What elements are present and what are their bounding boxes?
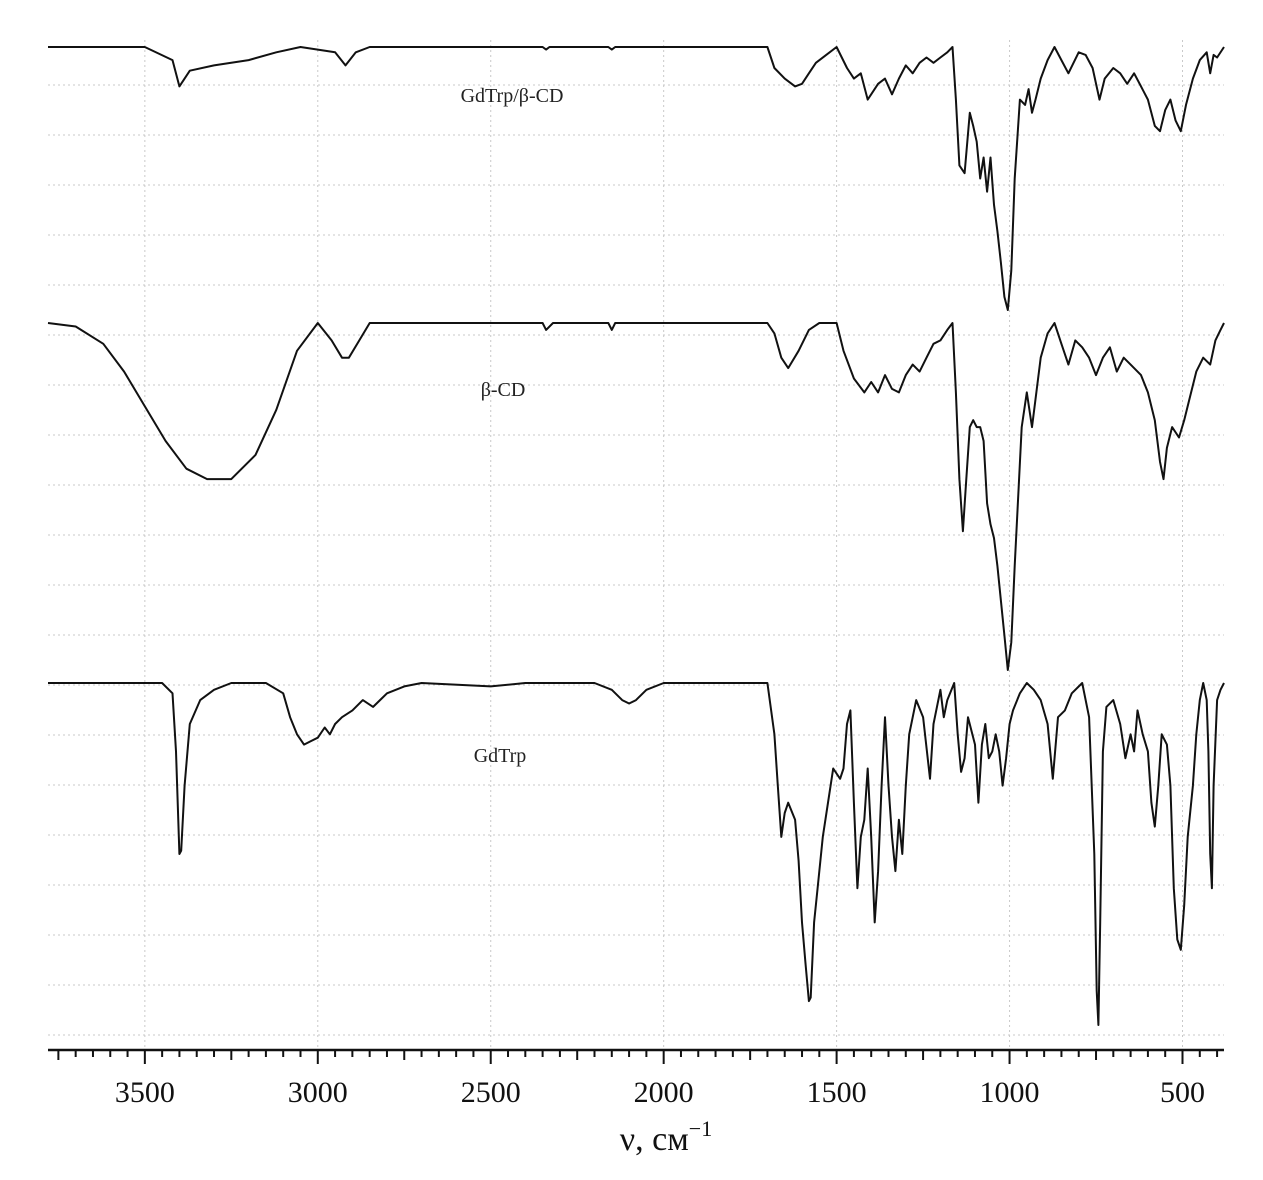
spectrum-trace-2 xyxy=(48,682,1225,1026)
series-label-1: β-CD xyxy=(481,379,526,401)
x-axis-title-main: ν, см xyxy=(620,1121,689,1158)
x-axis: 3500 3000 2500 2000 1500 1000 500 xyxy=(48,1048,1224,1109)
grid xyxy=(48,40,1224,1050)
x-axis-title-superscript: −1 xyxy=(689,1116,712,1141)
series-label-2: GdTrp xyxy=(474,745,527,767)
x-tick-label-4: 1500 xyxy=(807,1076,867,1109)
series-labels: GdTrp/β-CD β-CD GdTrp xyxy=(461,85,564,767)
x-tick-label-2: 2500 xyxy=(461,1076,521,1109)
spectra-traces xyxy=(47,46,1225,1026)
x-tick-label-5: 1000 xyxy=(980,1076,1040,1109)
x-tick-label-3: 2000 xyxy=(634,1076,694,1109)
series-label-0: GdTrp/β-CD xyxy=(461,85,564,107)
spectrum-trace-0 xyxy=(48,46,1225,311)
x-tick-label-0: 3500 xyxy=(115,1076,175,1109)
x-axis-title: ν, см−1 xyxy=(620,1116,712,1158)
x-tick-label-1: 3000 xyxy=(288,1076,348,1109)
x-tick-label-6: 500 xyxy=(1160,1076,1205,1109)
spectrum-trace-1 xyxy=(47,322,1225,671)
